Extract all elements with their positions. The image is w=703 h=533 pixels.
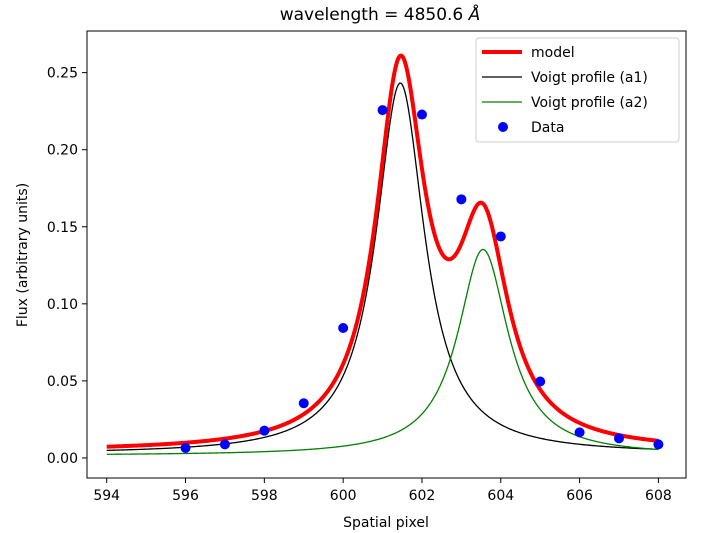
x-axis-label: Spatial pixel — [343, 515, 429, 531]
legend-label: Voigt profile (a2) — [531, 95, 648, 111]
chart-title-text: wavelength = 4850.6 — [280, 5, 464, 25]
series-line-voigt-a1 — [106, 82, 659, 452]
data-point — [495, 231, 506, 242]
plot-frame — [86, 30, 687, 479]
data-point — [377, 105, 388, 116]
y-axis-label: Flux (arbitrary units) — [15, 183, 31, 327]
data-point — [416, 109, 427, 120]
legend-box — [475, 37, 680, 143]
plot-area — [106, 53, 664, 455]
y-tick-label: 0.25 — [47, 66, 78, 82]
data-point — [653, 439, 664, 450]
data-point — [219, 439, 230, 450]
x-tick-label: 600 — [330, 488, 357, 504]
data-point — [259, 425, 270, 436]
data-point — [574, 427, 585, 438]
data-point — [338, 323, 349, 334]
y-tick-label: 0.10 — [47, 297, 78, 313]
data-point — [180, 442, 191, 453]
data-point — [535, 376, 546, 387]
y-tick-label: 0.05 — [47, 374, 78, 390]
legend-label: Data — [531, 120, 564, 136]
legend-label: Voigt profile (a1) — [531, 70, 648, 86]
x-tick-label: 598 — [251, 488, 278, 504]
legend: model Voigt profile (a1) Voigt profile (a2… — [475, 37, 680, 143]
x-tick-label: 602 — [409, 488, 436, 504]
y-tick-label: 0.15 — [47, 220, 78, 236]
series-line-voigt-a2 — [106, 248, 659, 455]
chart-title: wavelength = 4850.6 Å — [280, 3, 481, 25]
x-tick-label: 604 — [487, 488, 514, 504]
data-point — [456, 194, 467, 205]
series-line-model — [106, 53, 660, 449]
axes: 594 596 598 600 602 604 606 608 0.00 0.05 0.10 0.15… — [47, 30, 687, 504]
x-tick-label: 594 — [93, 488, 120, 504]
chart-title-unit: Å — [468, 3, 481, 25]
y-tick-label: 0.00 — [47, 451, 78, 467]
x-tick-label: 608 — [645, 488, 672, 504]
y-tick-label: 0.20 — [47, 143, 78, 159]
x-tick-label: 606 — [566, 488, 593, 504]
data-point — [614, 433, 625, 444]
data-point — [298, 398, 309, 409]
x-tick-label: 596 — [172, 488, 199, 504]
legend-swatch-data — [498, 122, 508, 132]
legend-label: model — [531, 45, 575, 61]
